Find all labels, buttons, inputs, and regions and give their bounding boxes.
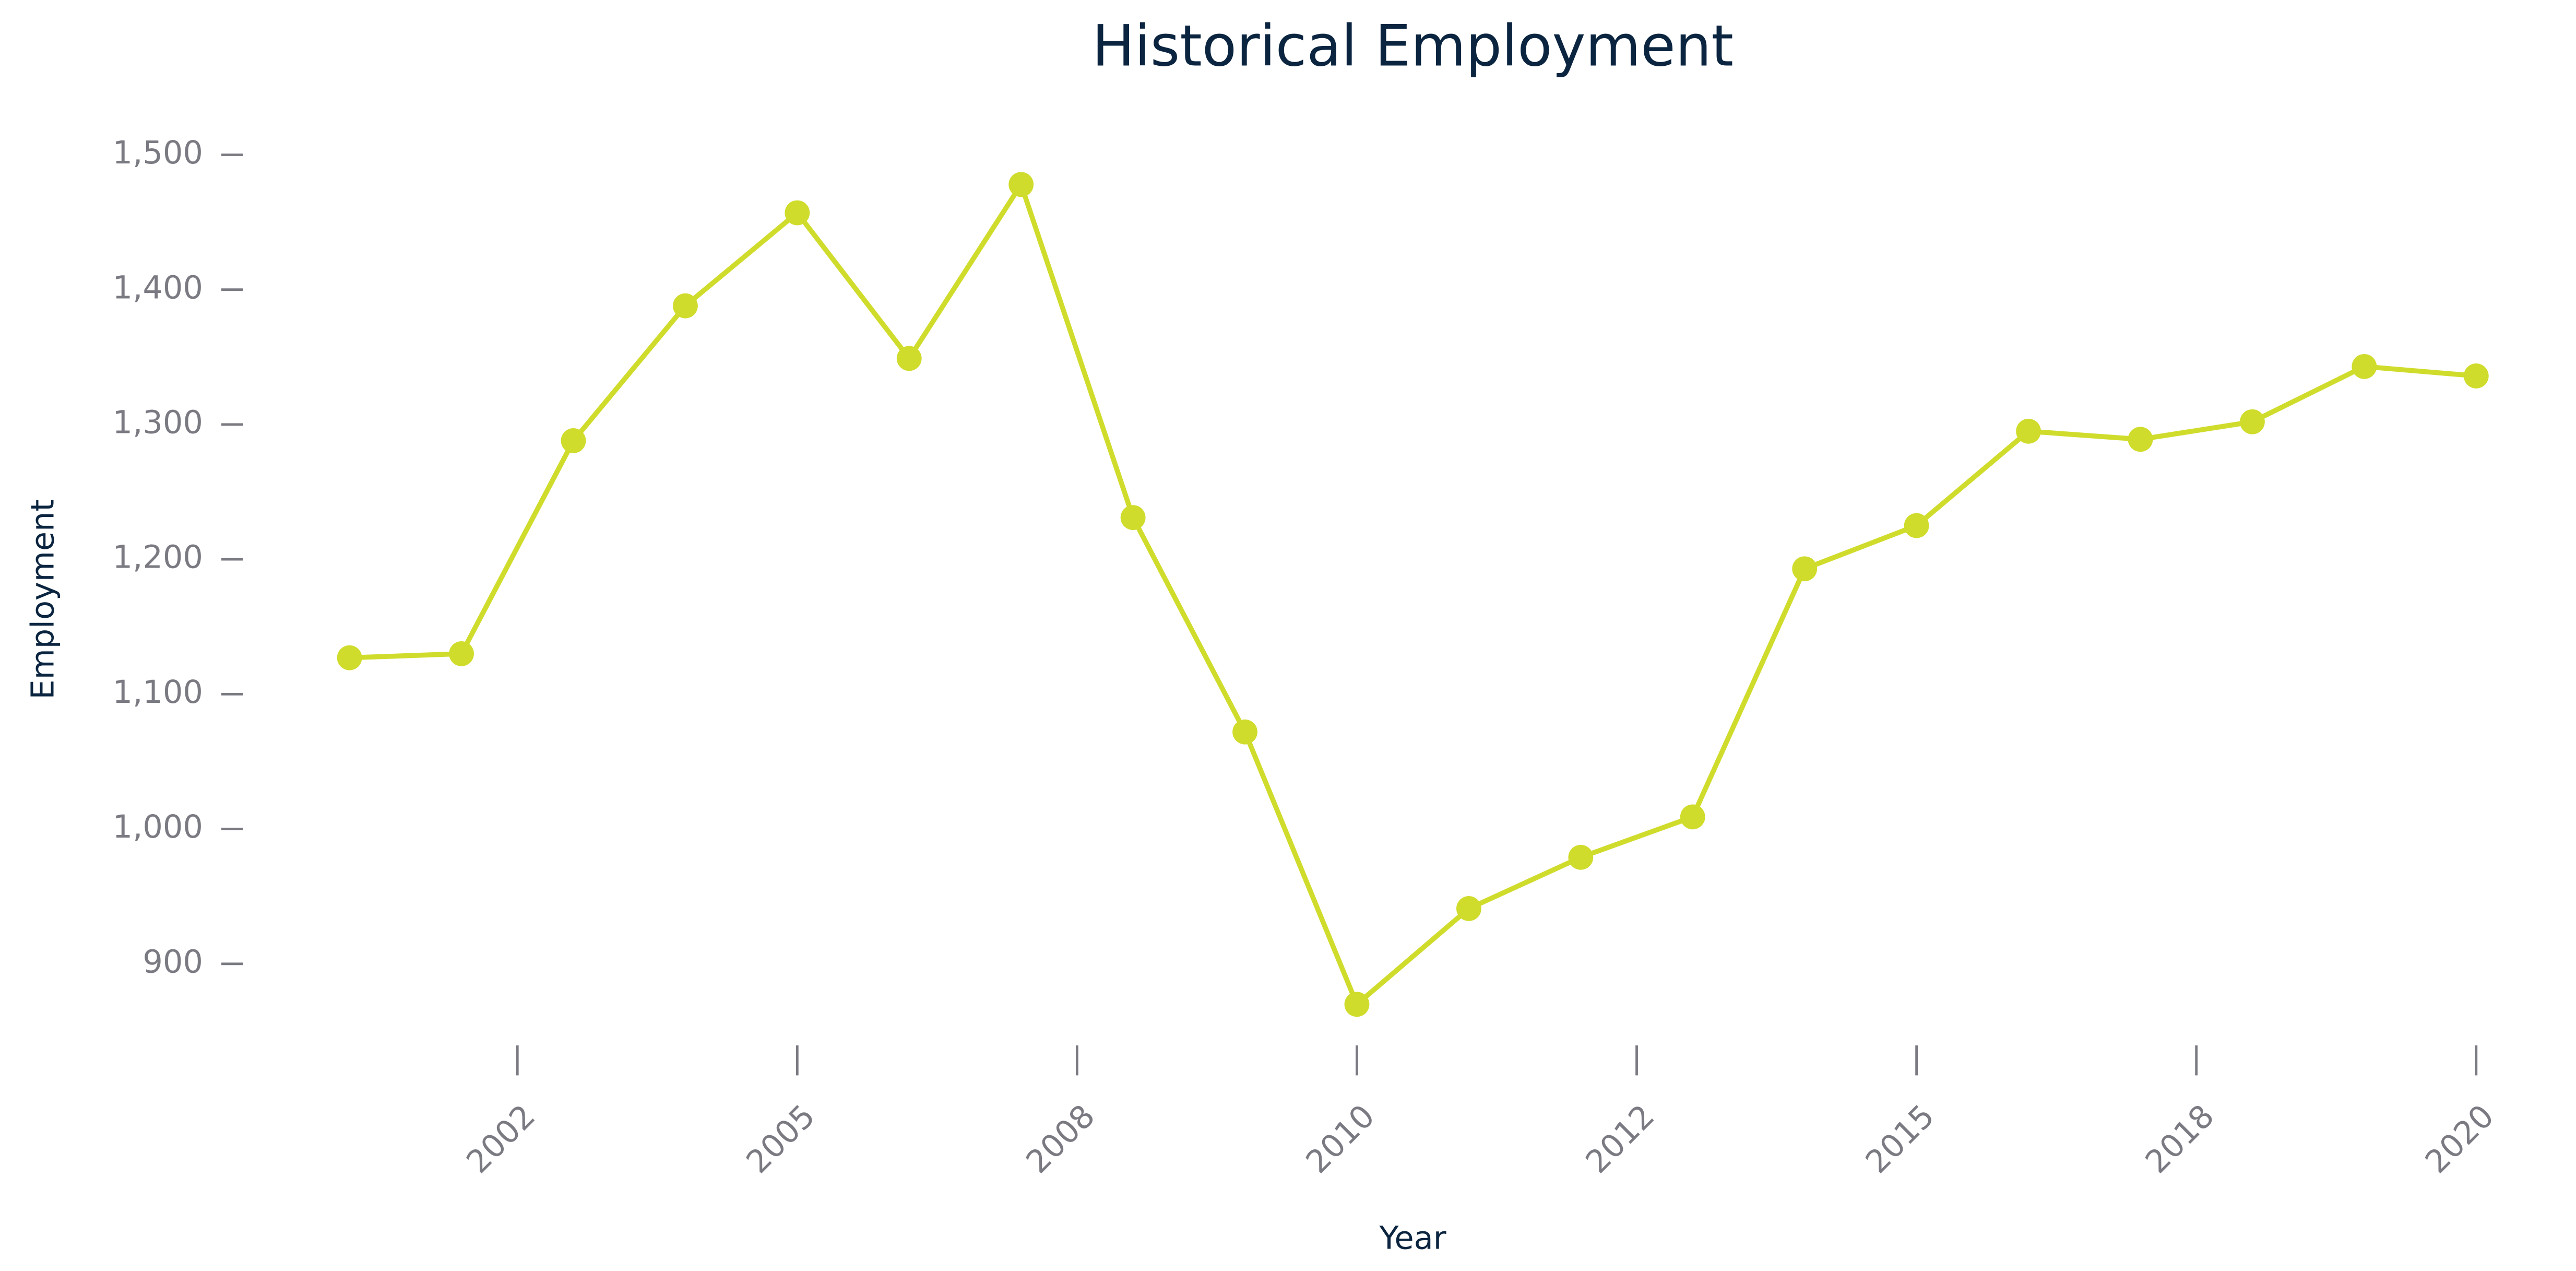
y-tick-label: 900 [143,944,203,980]
chart-title: Historical Employment [1092,13,1734,79]
x-tick-label: 2012 [1579,1098,1662,1181]
data-point [2016,418,2041,444]
y-tick-label: 1,400 [113,269,203,306]
data-point [2239,409,2265,434]
y-tick-label: 1,300 [113,405,203,441]
x-tick-label: 2008 [1019,1098,1102,1181]
data-point [1904,513,1929,538]
y-axis-title: Employment [25,499,62,700]
data-point [1344,992,1370,1017]
data-point [449,641,474,666]
data-point [896,346,922,371]
data-point [1680,804,1705,830]
x-tick-label: 2005 [740,1098,823,1181]
data-point [2463,363,2489,389]
x-tick-label: 2010 [1299,1098,1382,1181]
data-point [2352,354,2377,379]
y-tick-label: 1,000 [113,809,203,845]
data-point [1568,844,1594,870]
data-point [672,293,698,319]
data-point [337,645,362,670]
data-point [1792,556,1818,582]
data-point [1120,505,1146,531]
x-tick-label: 2015 [1859,1098,1942,1181]
series-line [349,182,2477,1007]
data-point [1008,172,1034,197]
data-point [1232,719,1257,745]
data-point [1456,896,1481,921]
x-tick-label: 2002 [460,1098,543,1181]
x-tick-label: 2018 [2139,1098,2222,1181]
data-point [561,428,586,453]
y-tick-label: 1,500 [113,135,203,171]
x-axis-title: Year [1379,1220,1446,1257]
y-tick-label: 1,100 [113,674,203,711]
y-tick-label: 1,200 [113,539,203,576]
data-point [785,200,810,226]
data-point [2128,427,2153,452]
x-tick-label: 2020 [2418,1098,2501,1181]
